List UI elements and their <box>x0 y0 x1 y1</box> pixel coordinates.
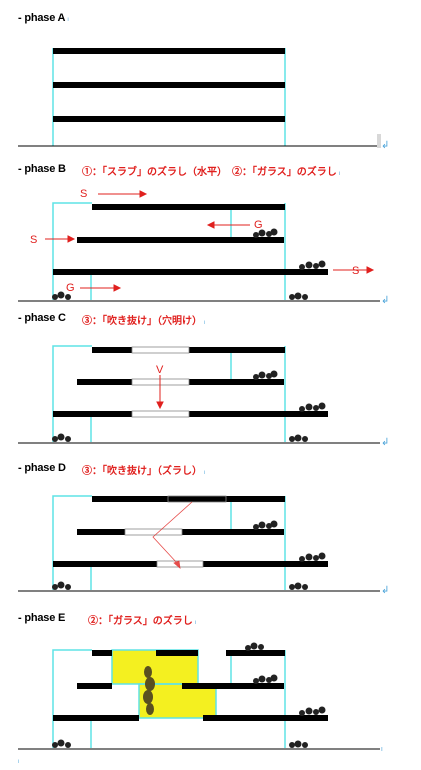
slabs <box>53 650 328 721</box>
arrows <box>45 190 375 292</box>
void-openings <box>124 495 227 568</box>
phase-d-label: - phase D <box>18 462 66 474</box>
phase-b-diagram: S S S G G <box>18 188 380 302</box>
phase-d-diagram <box>18 495 380 592</box>
glass-wall <box>52 649 286 748</box>
glass-wall <box>52 202 286 300</box>
people-figures <box>52 642 326 748</box>
void-arrow-label: V <box>156 364 164 376</box>
people-figures <box>52 228 326 300</box>
paragraph-mark: ↲ <box>381 585 390 596</box>
slabs <box>53 347 328 417</box>
glass-arrow-label: G <box>66 282 75 294</box>
phase-b-note: ①：「スラブ」のズラし（水平） ②：「ガラス」のズラし ₗ <box>82 167 341 178</box>
phase-a-diagram <box>18 48 381 148</box>
phase-e-label: - phase E <box>18 612 66 624</box>
slabs <box>53 48 285 122</box>
glass-arrow-label: G <box>254 219 263 231</box>
paragraph-mark: ↲ <box>381 295 390 306</box>
tree-figure <box>143 666 155 715</box>
phase-c-diagram: V <box>18 345 380 444</box>
people-figures <box>52 370 326 442</box>
phase-c-note: ③：「吹き抜け」（穴明け） ₗ <box>82 316 206 327</box>
glass-wall <box>52 345 286 442</box>
people-figures <box>52 520 326 590</box>
void-shift-arrow <box>152 501 193 569</box>
void-arrow <box>156 375 164 410</box>
phase-e-note: ②：「ガラス」のズラし ₗ <box>88 616 197 627</box>
paragraph-mark: ↲ <box>381 140 390 151</box>
slab-arrow-label: S <box>30 234 37 246</box>
slab-arrow-label: S <box>80 188 87 200</box>
paragraph-mark: ₗ <box>18 756 20 765</box>
paragraph-mark: ↲ <box>381 437 390 448</box>
phase-c-label: - phase C <box>18 312 66 324</box>
scrollbar-stub <box>377 134 381 148</box>
glass-wall <box>52 48 286 146</box>
phase-b-label: - phase B <box>18 163 66 175</box>
slabs <box>53 204 328 275</box>
slab-arrow-label: S <box>352 265 359 277</box>
paragraph-mark: ₗ <box>381 743 383 754</box>
slabs <box>53 496 328 567</box>
phase-d-note: ③：「吹き抜け」（ズラし） ₗ <box>82 466 206 477</box>
